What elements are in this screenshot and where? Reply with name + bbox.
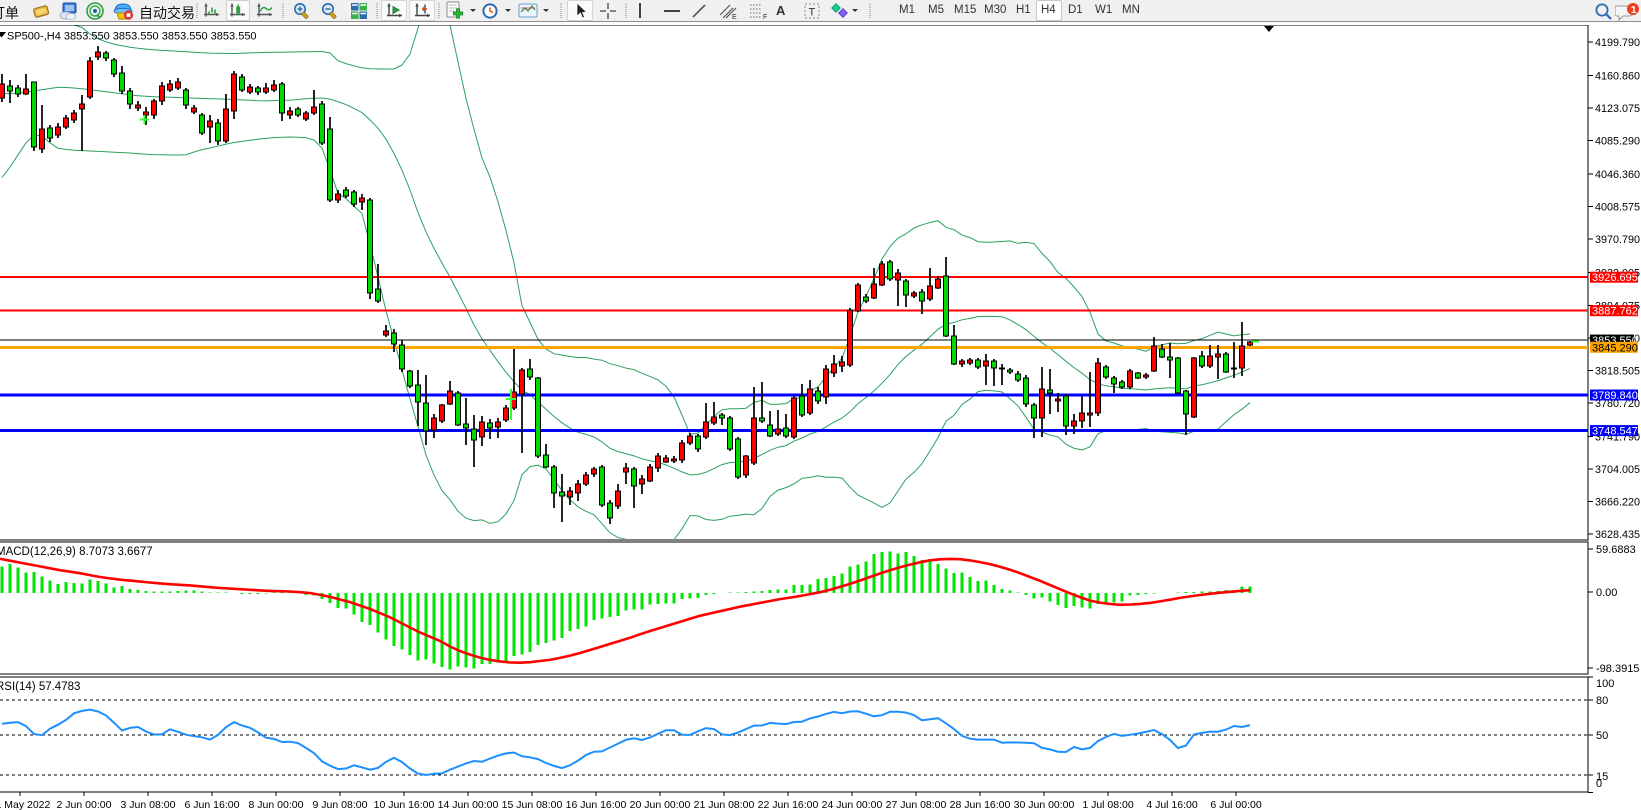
svg-text:4160.860: 4160.860	[1595, 71, 1640, 83]
svg-text:MACD(12,26,9) 8.7073 3.6677: MACD(12,26,9) 8.7073 3.6677	[0, 546, 153, 558]
svg-text:15: 15	[1596, 771, 1608, 783]
svg-text:14 Jun 00:00: 14 Jun 00:00	[438, 799, 499, 810]
svg-text:4 Jul 16:00: 4 Jul 16:00	[1146, 799, 1198, 810]
svg-text:50: 50	[1596, 730, 1608, 742]
svg-text:3818.505: 3818.505	[1595, 365, 1640, 377]
svg-text:20 Jun 00:00: 20 Jun 00:00	[630, 799, 691, 810]
svg-text:3970.790: 3970.790	[1595, 234, 1640, 246]
svg-text:3628.435: 3628.435	[1595, 529, 1640, 541]
svg-text:27 Jun 08:00: 27 Jun 08:00	[886, 799, 947, 810]
svg-text:1: 1	[1631, 4, 1637, 16]
svg-text:3 Jun 08:00: 3 Jun 08:00	[121, 799, 176, 810]
svg-text:0.00: 0.00	[1596, 587, 1617, 599]
svg-text:1 Jul 08:00: 1 Jul 08:00	[1082, 799, 1134, 810]
svg-text:15 Jun 08:00: 15 Jun 08:00	[502, 799, 563, 810]
svg-text:31 May 2022: 31 May 2022	[0, 799, 51, 810]
svg-text:8 Jun 00:00: 8 Jun 00:00	[249, 799, 304, 810]
svg-text:3789.840: 3789.840	[1592, 390, 1638, 402]
svg-text:16 Jun 16:00: 16 Jun 16:00	[566, 799, 627, 810]
svg-text:3666.220: 3666.220	[1595, 497, 1640, 509]
svg-text:10 Jun 16:00: 10 Jun 16:00	[374, 799, 435, 810]
svg-text:3780.720: 3780.720	[1595, 398, 1640, 410]
svg-text:3748.547: 3748.547	[1592, 426, 1638, 438]
svg-text:4199.790: 4199.790	[1595, 37, 1640, 49]
svg-text:T: T	[809, 7, 816, 19]
svg-text:4046.360: 4046.360	[1595, 169, 1640, 181]
svg-text:80: 80	[1596, 695, 1608, 707]
svg-text:22 Jun 16:00: 22 Jun 16:00	[758, 799, 819, 810]
svg-text:3887.762: 3887.762	[1592, 306, 1638, 318]
svg-text:24 Jun 00:00: 24 Jun 00:00	[822, 799, 883, 810]
svg-text:28 Jun 16:00: 28 Jun 16:00	[950, 799, 1011, 810]
svg-text:RSI(14) 57.4783: RSI(14) 57.4783	[0, 681, 80, 693]
svg-text:9 Jun 08:00: 9 Jun 08:00	[313, 799, 368, 810]
svg-text:E: E	[732, 14, 737, 20]
svg-text:4123.075: 4123.075	[1595, 103, 1640, 115]
svg-text:6 Jun 16:00: 6 Jun 16:00	[185, 799, 240, 810]
svg-text:3704.005: 3704.005	[1595, 464, 1640, 476]
svg-text:-98.3915: -98.3915	[1596, 663, 1639, 675]
svg-text:2 Jun 00:00: 2 Jun 00:00	[57, 799, 112, 810]
svg-text:3845.290: 3845.290	[1592, 342, 1638, 354]
svg-text:4085.290: 4085.290	[1595, 136, 1640, 148]
svg-text:4008.575: 4008.575	[1595, 202, 1640, 214]
svg-text:100: 100	[1596, 678, 1614, 690]
svg-text:F: F	[763, 14, 767, 20]
svg-text:59.6883: 59.6883	[1596, 544, 1636, 556]
svg-text:6 Jul 00:00: 6 Jul 00:00	[1210, 799, 1262, 810]
svg-text:SP500-,H4 3853.550 3853.550 3: SP500-,H4 3853.550 3853.550 3853.550 385…	[7, 31, 257, 43]
svg-text:0: 0	[1596, 778, 1602, 790]
svg-text:3926.695: 3926.695	[1592, 272, 1638, 284]
svg-text:30 Jun 00:00: 30 Jun 00:00	[1014, 799, 1075, 810]
svg-text:21 Jun 08:00: 21 Jun 08:00	[694, 799, 755, 810]
